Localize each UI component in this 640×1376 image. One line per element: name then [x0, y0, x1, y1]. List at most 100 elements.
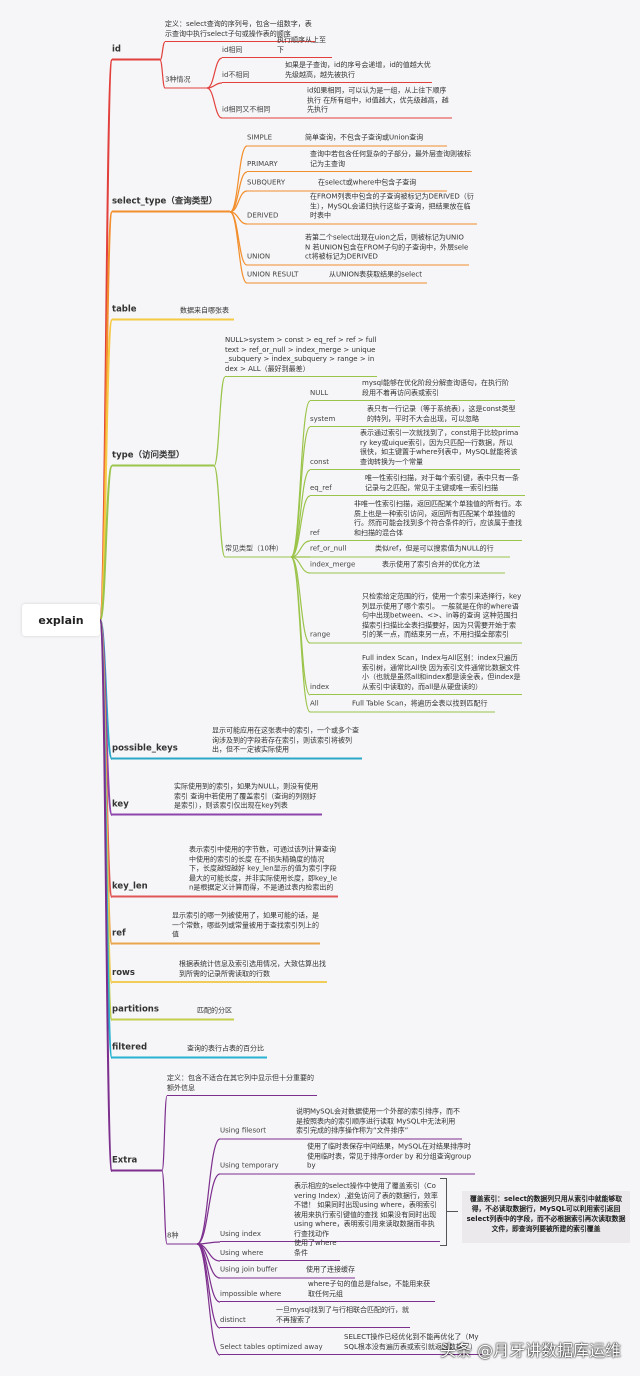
- node-select-type[interactable]: select_type（查询类型）: [112, 197, 230, 212]
- node-type[interactable]: type（访问类型）: [112, 450, 214, 466]
- connector-line: [229, 211, 248, 266]
- node-desc: 查询的表行占表的百分比: [187, 1044, 264, 1053]
- node-type-item[interactable]: index_merge 表示使用了索引合并的优化方法: [310, 560, 505, 573]
- node-select-type-item[interactable]: DERIVED 在FROM列表中包含的子查询被标记为DERIVED（衍生），MyS…: [247, 193, 477, 224]
- node-possible-keys[interactable]: possible_keys 显示可能应用在这张表中的索引，一个或多个查询涉及到的字…: [112, 727, 362, 759]
- connector-line: [290, 556, 311, 574]
- node-rows[interactable]: rows 根据表统计信息及索引选用情况，大致估算出找到所需的记录所需读取的行数: [112, 960, 327, 983]
- node-label: 3种情况: [165, 75, 191, 84]
- node-id-case[interactable]: id相同 执行顺序从上至下: [222, 36, 332, 58]
- node-type-item[interactable]: ref 非唯一性索引扫描，返回匹配某个单独值的所有行。本质上也是一种索引访问，返回…: [310, 500, 522, 541]
- note-bracket: [440, 1178, 458, 1246]
- node-extra-item[interactable]: impossible where where子句的值总是false，不能用来获取任…: [220, 1280, 435, 1302]
- node-label: Select tables optimized away: [220, 1342, 323, 1351]
- node-desc: 表示相应的select操作中使用了覆盖索引（Covering Index）,避免…: [294, 1182, 438, 1238]
- node-desc: 根据表统计信息及索引选用情况，大致估算出找到所需的记录所需读取的行数: [179, 960, 326, 978]
- node-desc: Full index Scan，Index与All区别：index只遍历索引树，…: [362, 654, 521, 691]
- node-label: Using index: [220, 1229, 261, 1238]
- node-label: partitions: [112, 1004, 159, 1015]
- node-desc: 实际使用到的索引，如果为NULL，则没有使用索引 查询中若使用了覆盖索引（查询的…: [174, 782, 319, 810]
- node-label: type（访问类型）: [112, 450, 185, 461]
- node-extra-item[interactable]: Using filesort 说明MySQL会对数据使用一个外部的索引排序，而不是…: [220, 1107, 462, 1139]
- connector-line: [99, 465, 113, 621]
- node-desc: where子句的值总是false，不能用来获取任何元组: [308, 1280, 431, 1298]
- node-label: system: [310, 414, 336, 423]
- node-desc: 显示索引的哪一列被使用了，如果可能的话，是一个常数，哪些列或常量被用于查找索引列…: [172, 911, 319, 939]
- node-desc: 定义：包含不适合在其它列中显示但十分重要的额外信息: [167, 1074, 314, 1092]
- node-id-cases[interactable]: 3种情况: [165, 75, 207, 88]
- node-desc: 从UNION表获取结果的select: [329, 270, 422, 279]
- node-label: Using filesort: [220, 1126, 267, 1135]
- node-select-type-item[interactable]: UNION RESULT 从UNION表获取结果的select: [247, 270, 427, 283]
- node-label: key: [112, 799, 129, 810]
- node-desc: 使用了where条件: [294, 1239, 337, 1257]
- node-extra-item[interactable]: Using index 表示相应的select操作中使用了覆盖索引（Coverin…: [220, 1182, 440, 1242]
- connector-line: [213, 376, 226, 467]
- node-ref[interactable]: ref 显示索引的哪一列被使用了，如果可能的话，是一个常数，哪些列或常量被用于查找…: [112, 911, 320, 944]
- node-desc: 匹配的分区: [197, 1006, 232, 1015]
- node-label: id: [112, 44, 121, 55]
- node-label: NULL: [310, 388, 329, 397]
- node-key-len[interactable]: key_len 表示索引中使用的字节数，可通过该列计算查询中使用的索引的长度 在不…: [112, 846, 338, 897]
- node-table[interactable]: table 数据来自哪张表: [112, 305, 234, 320]
- covering-index-note[interactable]: 覆盖索引：select的数据列只用从索引中就能够取得，不必读取数据行，MySQL…: [462, 1191, 630, 1243]
- node-label: index_merge: [310, 560, 356, 569]
- node-id[interactable]: id: [112, 44, 160, 60]
- node-type-item[interactable]: range 只检索给定范围的行，使用一个索引来选择行，key列显示使用了哪个索引。…: [310, 593, 522, 643]
- node-label: eq_ref: [310, 483, 332, 492]
- node-extra[interactable]: Extra: [112, 1155, 162, 1171]
- node-label: 常见类型（10种）: [225, 544, 283, 553]
- node-select-type-item[interactable]: SIMPLE 简单查询，不包含子查询或Union查询: [247, 134, 447, 146]
- connector-line: [206, 87, 223, 119]
- node-extra-item[interactable]: Using join buffer 使用了连接缓存: [220, 1265, 355, 1278]
- node-filtered[interactable]: filtered 查询的表行占表的百分比: [112, 1043, 267, 1058]
- node-type-item[interactable]: All Full Table Scan，将遍历全表以找到匹配行: [310, 700, 495, 712]
- node-desc: 若第二个select出现在uion之后，则被标记为UNION 若UNION包含在…: [305, 233, 469, 261]
- node-type-common[interactable]: 常见类型（10种）: [225, 544, 291, 557]
- node-key[interactable]: key 实际使用到的索引，如果为NULL，则没有使用索引 查询中若使用了覆盖索引（…: [112, 782, 322, 815]
- connector-line: [290, 426, 311, 558]
- node-type-item[interactable]: NULL mysql能够在优化阶段分解查询语句，在执行阶段用不着再访问表或索引: [310, 379, 515, 401]
- node-label: Using where: [220, 1248, 264, 1257]
- node-type-item[interactable]: const 表示通过索引一次就找到了，const用于比较primary key或u…: [310, 429, 520, 470]
- connector-line: [229, 211, 248, 284]
- node-label: possible_keys: [112, 743, 178, 754]
- node-id-case[interactable]: id相同又不相同 id如果相同，可以认为是一组，从上往下顺序执行 在所有组中，id…: [222, 87, 452, 118]
- node-type-item[interactable]: system 表只有一行记录（等于系统表），这是const类型的特列，平时不大会出…: [310, 405, 520, 427]
- node-type-item[interactable]: eq_ref 唯一性索引扫描，对于每个索引键，表中只有一条记录与之匹配，常见于主键…: [310, 474, 525, 496]
- node-extra-cases[interactable]: 8种: [167, 1232, 197, 1244]
- node-label: ref: [112, 928, 126, 939]
- connector-line: [206, 57, 223, 89]
- node-type-item[interactable]: index Full index Scan，Index与All区别：index只遍…: [310, 654, 522, 695]
- connector-line: [229, 190, 248, 213]
- node-id-definition[interactable]: 定义：select查询的序列号，包含一组数字，表示查询中执行select子句或操…: [165, 20, 315, 42]
- node-id-case[interactable]: id不相同 如果是子查询，id的序号会递增，id的值越大优先级越高，越先被执行: [222, 61, 432, 83]
- node-extra-definition[interactable]: 定义：包含不适合在其它列中显示但十分重要的额外信息: [167, 1074, 317, 1096]
- connector-line: [196, 1173, 221, 1245]
- node-extra-item[interactable]: Select tables optimized away SELECT操作已经优化…: [220, 1333, 482, 1355]
- node-desc: 唯一性索引扫描，对于每个索引键，表中只有一条记录与之匹配，常见于主键或唯一索引扫…: [365, 474, 519, 492]
- node-desc: 使用了临时表保存中间结果，MySQL在对结果排序时使用临时表，常见于排序orde…: [307, 1142, 472, 1170]
- node-desc: mysql能够在优化阶段分解查询语句，在执行阶段用不着再访问表或索引: [362, 379, 509, 397]
- node-label: key_len: [112, 881, 148, 892]
- connector-line: [196, 1243, 221, 1356]
- node-extra-item[interactable]: Using temporary 使用了临时表保存中间结果，MySQL在对结果排序时…: [220, 1142, 475, 1174]
- node-type-order[interactable]: NULL>system > const > eq_ref > ref > ful…: [225, 336, 377, 377]
- node-extra-item[interactable]: distinct 一旦mysql找到了与行相联合匹配的行，就不再搜索了: [220, 1306, 410, 1328]
- node-extra-item[interactable]: Using where 使用了where条件: [220, 1239, 340, 1261]
- node-desc: 数据来自哪张表: [180, 306, 229, 315]
- root-node-explain[interactable]: explain: [22, 604, 100, 636]
- node-label: UNION RESULT: [247, 270, 299, 279]
- node-label: Using join buffer: [220, 1265, 278, 1274]
- node-type-item[interactable]: ref_or_null 类似ref，但是可以搜索值为NULL的行: [310, 545, 510, 557]
- node-label: rows: [112, 967, 135, 978]
- node-select-type-item[interactable]: SUBQUERY 在select或where中包含子查询: [247, 179, 447, 191]
- node-label: DERIVED: [247, 211, 279, 220]
- node-partitions[interactable]: partitions 匹配的分区: [112, 1004, 234, 1020]
- node-label: Extra: [112, 1155, 138, 1166]
- node-select-type-item[interactable]: PRIMARY 查询中若包含任何复杂的子部分，最外层查询则被标记为主查询: [247, 150, 472, 172]
- node-select-type-item[interactable]: UNION 若第二个select出现在uion之后，则被标记为UNION 若UNI…: [247, 233, 469, 265]
- node-desc: 说明MySQL会对数据使用一个外部的索引排序，而不是按照表内的索引顺序进行读取 …: [296, 1107, 461, 1135]
- connector-line: [161, 1095, 168, 1172]
